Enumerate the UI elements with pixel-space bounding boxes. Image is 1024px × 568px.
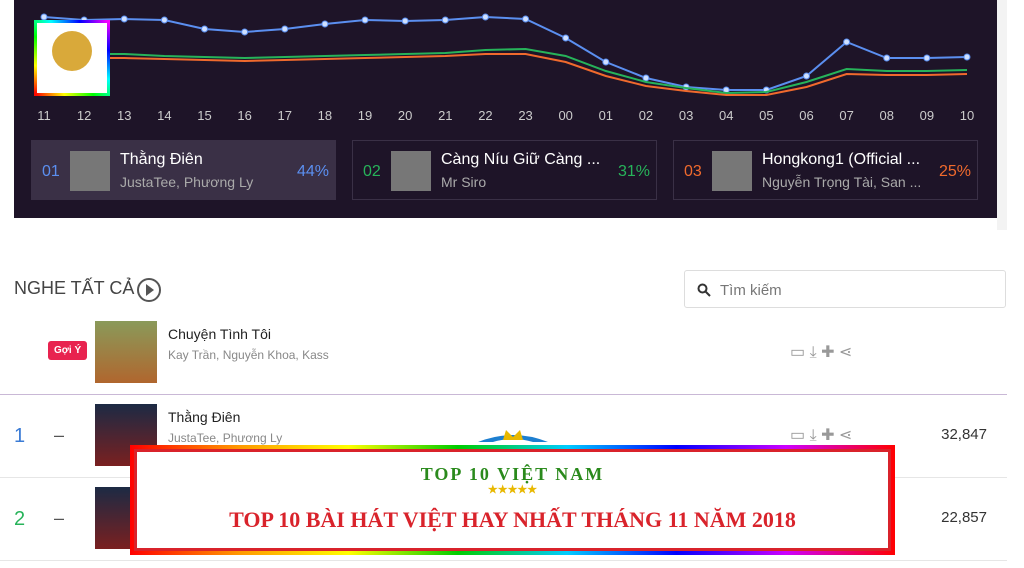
series-line [44, 47, 968, 95]
rank: 1 [14, 425, 26, 447]
song-title: Hongkong1 (Official ... [762, 151, 921, 168]
x-tick-label: 11 [37, 108, 51, 123]
song-title: Thằng Điên [120, 151, 203, 168]
search-icon [697, 283, 711, 297]
song-title: Chuyện Tình Tôi [168, 326, 271, 342]
x-tick-label: 07 [839, 108, 853, 123]
banner-brand: TOP 10 VIỆT NAM [420, 464, 605, 484]
ranking-card[interactable]: 03 Hongkong1 (Official ... Nguyễn Trọng Tà… [673, 140, 978, 200]
point [642, 74, 650, 82]
x-tick-label: 14 [157, 108, 171, 123]
scroll-edge [997, 0, 1007, 230]
actions[interactable]: ▭ ⤓ ✚ ⋖ [790, 344, 853, 361]
x-tick-label: 04 [719, 108, 733, 123]
song-artist: Kay Trần, Nguyễn Khoa, Kass [168, 348, 329, 362]
banner-crown [478, 428, 548, 446]
x-tick-label: 22 [478, 108, 492, 123]
percent: 31% [617, 163, 650, 180]
x-tick-label: 21 [438, 108, 452, 123]
song-title: Càng Níu Giữ Càng ... [441, 151, 601, 168]
x-tick-label: 23 [518, 108, 532, 123]
thumbnail [95, 321, 157, 383]
point [562, 34, 570, 42]
ranking-card[interactable]: 01 Thằng Điên JustaTee, Phương Ly 44% [31, 140, 336, 200]
banner-stars: ★★★★★ [487, 484, 538, 496]
point [963, 53, 971, 61]
point [361, 16, 369, 24]
ranking-card[interactable]: 02 Càng Níu Giữ Càng ... Mr Siro 31% [352, 140, 657, 200]
point [923, 54, 931, 62]
point [401, 17, 409, 25]
song-artist: JustaTee, Phương Ly [120, 174, 254, 190]
x-tick-label: 12 [77, 108, 91, 123]
x-tick-label: 03 [679, 108, 693, 123]
x-tick-label: 02 [639, 108, 653, 123]
x-tick-label: 19 [358, 108, 372, 123]
song-artist: Nguyễn Trọng Tài, San ... [762, 174, 922, 190]
rank: 2 [14, 508, 26, 530]
play-count: 22,857 [941, 509, 987, 526]
actions: ▭ ⤓ ✚ ⋖ [790, 427, 853, 444]
point [441, 16, 449, 24]
x-tick-label: 18 [318, 108, 332, 123]
x-tick-label: 01 [599, 108, 613, 123]
point [120, 15, 128, 23]
point [281, 25, 289, 33]
series-line [44, 53, 968, 96]
x-tick-label: 20 [398, 108, 412, 123]
point [602, 58, 610, 66]
series-line [43, 15, 968, 91]
rank: 01 [42, 163, 60, 180]
thumbnail [70, 151, 110, 191]
logo [34, 20, 110, 96]
point [522, 15, 530, 23]
percent: 25% [938, 163, 971, 180]
banner-headline: TOP 10 BÀI HÁT VIỆT HAY NHẤT THÁNG 11 NĂ… [229, 507, 796, 532]
point [802, 72, 810, 80]
point [843, 38, 851, 46]
x-tick-label: 15 [197, 108, 211, 123]
chart: 11 12 13 14 15 16 17 18 19 20 21 22 23 00 01 02 03 04 05 06… [37, 13, 974, 123]
x-tick-label: 00 [558, 108, 572, 123]
chart-panel: 11 12 13 14 15 16 17 18 19 20 21 22 23 00 01 02 03 04 05 06… [14, 0, 997, 218]
point [241, 28, 249, 36]
rank-change: – [54, 425, 65, 445]
song-artist: JustaTee, Phương Ly [168, 431, 283, 445]
point [160, 16, 168, 24]
rank: 02 [363, 163, 381, 180]
point [201, 25, 209, 33]
percent: 44% [296, 163, 329, 180]
x-tick-label: 17 [278, 108, 292, 123]
search-box[interactable]: Tìm kiếm [684, 270, 1006, 308]
x-tick-label: 09 [920, 108, 934, 123]
banner: TOP 10 VIỆT NAM ★★★★★ TOP 10 BÀI HÁT VIỆ… [130, 445, 895, 555]
point [481, 13, 489, 21]
song-row[interactable]: 1 – Thằng Điên JustaTee, Phương Ly ▭ ⤓ ✚ ⋖ 32… [0, 395, 1007, 478]
x-tick-label: 10 [960, 108, 974, 123]
x-tick-label: 13 [117, 108, 131, 123]
song-artist: Mr Siro [441, 174, 487, 190]
x-tick-label: 05 [759, 108, 773, 123]
rank-change: – [54, 508, 65, 528]
x-tick-label: 06 [799, 108, 813, 123]
badge: Gợi Ý [48, 341, 88, 360]
x-tick-label: 08 [879, 108, 893, 123]
thumbnail [712, 151, 752, 191]
play-all-button[interactable] [137, 278, 163, 304]
logo-medal [52, 31, 92, 71]
x-tick-label: 16 [237, 108, 251, 123]
point [883, 54, 891, 62]
section-title: NGHE TẤT CẢ [14, 278, 135, 298]
thumbnail [391, 151, 431, 191]
play-count: 32,847 [941, 426, 987, 443]
suggested-row[interactable]: Gợi Ý Chuyện Tình Tôi Kay Trần, Nguyễn K… [0, 312, 1007, 395]
search-placeholder: Tìm kiếm [720, 282, 782, 299]
song-title: Thằng Điên [168, 409, 241, 425]
point [321, 20, 329, 28]
rank: 03 [684, 163, 702, 180]
